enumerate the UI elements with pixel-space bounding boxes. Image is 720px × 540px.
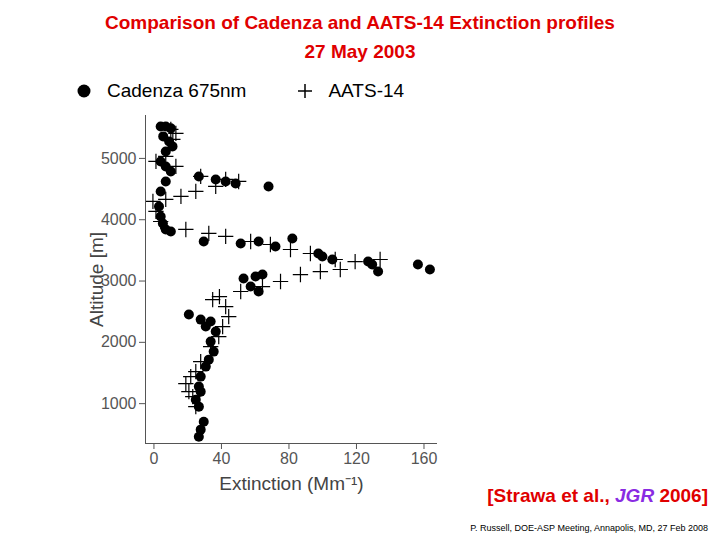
svg-text:160: 160 [411,450,438,467]
html-text:AATS-14: AATS-14 [328,80,405,101]
svg-text:1000: 1000 [101,395,137,412]
svg-text:Extinction (Mm⁻¹): Extinction (Mm⁻¹) [219,473,363,494]
html-text:P. Russell, DOE-ASP Meeting, A: P. Russell, DOE-ASP Meeting, Annapolis, … [470,523,708,533]
html-text:[Strawa et al., JGR 2006]: [Strawa et al., JGR 2006] [487,485,708,506]
svg-text:120: 120 [343,450,370,467]
svg-text:40: 40 [213,450,231,467]
svg-text:5000: 5000 [101,150,137,167]
html-text:Comparison of Cadenza and AATS: Comparison of Cadenza and AATS-14 Extinc… [105,12,615,33]
html-text:Cadenza 675nm: Cadenza 675nm [107,80,247,101]
svg-text:80: 80 [280,450,298,467]
svg-text:3000: 3000 [100,272,137,290]
svg-text:2000: 2000 [101,333,137,350]
svg-text:0: 0 [149,450,158,467]
html-text:27 May 2003: 27 May 2003 [304,41,416,62]
svg-text:Altitude [m]: Altitude [m] [86,232,107,327]
svg-text:4000: 4000 [101,211,137,228]
